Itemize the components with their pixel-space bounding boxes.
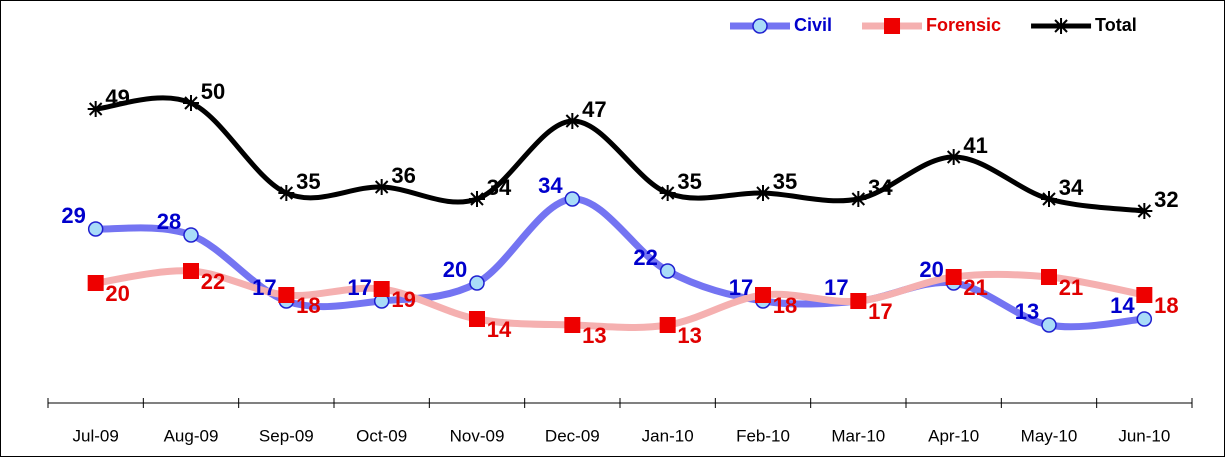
marker bbox=[1041, 317, 1057, 333]
marker bbox=[850, 191, 867, 207]
marker bbox=[183, 263, 199, 279]
data-label: 36 bbox=[391, 163, 415, 188]
x-tick-label: Apr-10 bbox=[928, 426, 979, 445]
legend-label: Civil bbox=[794, 15, 832, 35]
data-label: 20 bbox=[443, 257, 467, 282]
marker bbox=[884, 18, 901, 34]
data-label: 19 bbox=[391, 287, 415, 312]
data-label: 35 bbox=[677, 169, 701, 194]
x-tick-label: Nov-09 bbox=[450, 426, 505, 445]
marker bbox=[1136, 203, 1153, 219]
x-tick-label: May-10 bbox=[1021, 426, 1078, 445]
x-tick-label: Oct-09 bbox=[356, 426, 407, 445]
marker bbox=[469, 311, 485, 327]
marker bbox=[1136, 311, 1153, 327]
data-label: 22 bbox=[633, 245, 657, 270]
x-tick-label: Jul-09 bbox=[73, 426, 119, 445]
data-label: 29 bbox=[61, 203, 85, 228]
marker bbox=[278, 185, 295, 201]
data-label: 41 bbox=[963, 133, 987, 158]
x-tick-label: Jan-10 bbox=[642, 426, 694, 445]
marker bbox=[564, 317, 581, 333]
data-label: 13 bbox=[582, 323, 606, 348]
marker bbox=[659, 317, 676, 333]
data-label: 34 bbox=[1059, 175, 1084, 200]
data-label: 18 bbox=[773, 293, 797, 318]
data-label: 35 bbox=[296, 169, 320, 194]
data-label: 50 bbox=[201, 79, 225, 104]
marker bbox=[1053, 18, 1070, 34]
data-label: 34 bbox=[868, 175, 893, 200]
marker bbox=[752, 18, 768, 34]
data-label: 17 bbox=[729, 275, 753, 300]
marker bbox=[1041, 269, 1057, 285]
data-label: 32 bbox=[1154, 187, 1178, 212]
x-tick-label: Aug-09 bbox=[164, 426, 219, 445]
data-label: 21 bbox=[963, 275, 987, 300]
data-label: 20 bbox=[919, 257, 943, 282]
data-label: 17 bbox=[868, 299, 892, 324]
marker bbox=[87, 275, 104, 291]
marker bbox=[278, 287, 295, 303]
marker bbox=[87, 221, 104, 237]
marker bbox=[373, 179, 390, 195]
x-tick-label: Feb-10 bbox=[736, 426, 790, 445]
marker bbox=[1041, 191, 1057, 207]
data-label: 21 bbox=[1059, 275, 1083, 300]
data-label: 17 bbox=[252, 275, 276, 300]
marker bbox=[755, 287, 771, 303]
x-tick-label: Dec-09 bbox=[545, 426, 600, 445]
marker bbox=[183, 227, 199, 243]
marker bbox=[469, 191, 485, 207]
data-label: 34 bbox=[538, 173, 563, 198]
data-label: 14 bbox=[487, 317, 512, 342]
marker bbox=[564, 191, 581, 207]
data-label: 17 bbox=[824, 275, 848, 300]
marker bbox=[469, 275, 485, 291]
data-label: 28 bbox=[157, 209, 181, 234]
legend-label: Forensic bbox=[926, 15, 1001, 35]
marker bbox=[564, 113, 581, 129]
legend-label: Total bbox=[1095, 15, 1137, 35]
marker bbox=[183, 95, 199, 111]
marker bbox=[850, 293, 867, 309]
data-label: 18 bbox=[1154, 293, 1178, 318]
data-label: 13 bbox=[677, 323, 701, 348]
data-label: 49 bbox=[105, 85, 129, 110]
data-label: 14 bbox=[1110, 293, 1135, 318]
marker bbox=[373, 281, 390, 297]
marker bbox=[659, 185, 676, 201]
marker bbox=[755, 185, 771, 201]
marker bbox=[945, 269, 962, 285]
data-label: 34 bbox=[487, 175, 512, 200]
marker bbox=[1136, 287, 1153, 303]
data-label: 18 bbox=[296, 293, 320, 318]
data-label: 13 bbox=[1015, 299, 1039, 324]
x-tick-label: Sep-09 bbox=[259, 426, 314, 445]
x-tick-label: Mar-10 bbox=[831, 426, 885, 445]
data-label: 17 bbox=[347, 275, 371, 300]
data-label: 20 bbox=[105, 281, 129, 306]
data-label: 35 bbox=[773, 169, 797, 194]
marker bbox=[945, 149, 962, 165]
x-tick-label: Jun-10 bbox=[1118, 426, 1170, 445]
data-label: 47 bbox=[582, 97, 606, 122]
data-label: 22 bbox=[201, 269, 225, 294]
marker bbox=[659, 263, 676, 279]
marker bbox=[87, 101, 104, 117]
